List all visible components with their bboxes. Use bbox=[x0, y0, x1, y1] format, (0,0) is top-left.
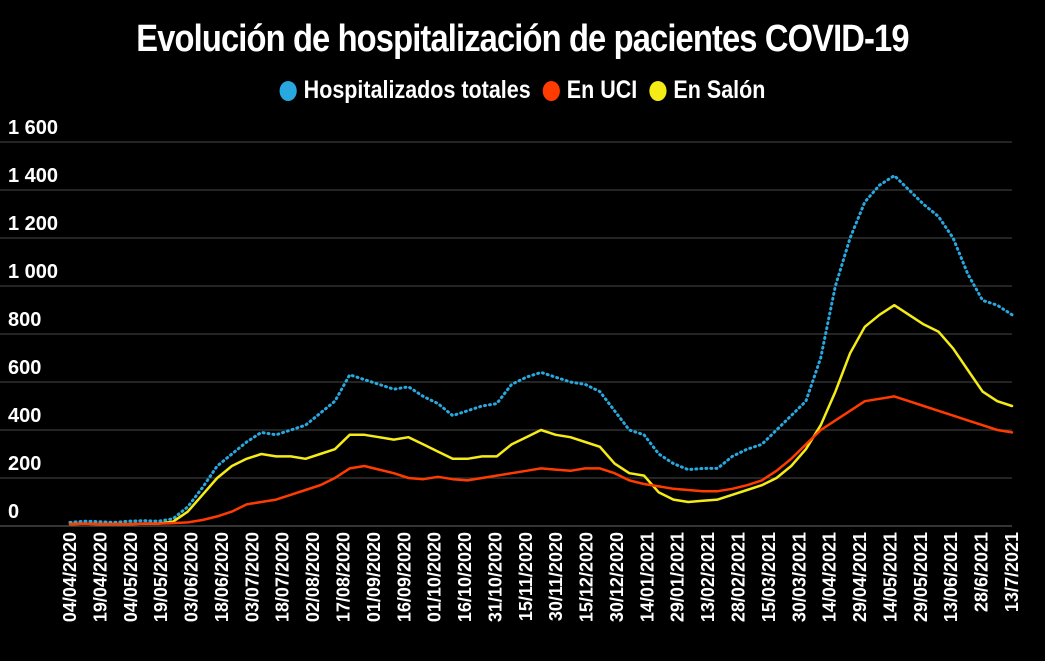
x-tick-label: 30/11/2020 bbox=[546, 532, 566, 621]
y-tick-label: 1 600 bbox=[8, 117, 58, 139]
legend-dot-icon bbox=[649, 80, 667, 101]
series-line-2 bbox=[68, 303, 1014, 526]
x-tick-label: 28/6/2021 bbox=[972, 532, 992, 612]
y-tick-label: 0 bbox=[8, 501, 19, 523]
y-tick-label: 400 bbox=[8, 405, 41, 427]
y-tick-label: 600 bbox=[8, 357, 41, 379]
x-tick-label: 16/10/2020 bbox=[455, 532, 475, 622]
x-tick-label: 03/07/2020 bbox=[242, 532, 262, 622]
legend-dot-icon bbox=[542, 80, 560, 101]
x-tick-label: 13/7/2021 bbox=[1002, 532, 1022, 612]
x-tick-label: 02/08/2020 bbox=[303, 532, 323, 622]
y-tick-label: 1 000 bbox=[8, 261, 58, 283]
x-tick-label: 03/06/2020 bbox=[182, 532, 202, 622]
x-tick-label: 13/02/2021 bbox=[698, 532, 718, 622]
x-tick-label: 14/01/2021 bbox=[637, 532, 657, 622]
x-tick-label: 19/04/2020 bbox=[90, 532, 110, 622]
x-tick-label: 16/09/2020 bbox=[394, 532, 414, 622]
x-tick-label: 30/12/2020 bbox=[607, 532, 627, 622]
x-tick-label: 29/05/2021 bbox=[911, 532, 931, 622]
x-tick-label: 04/04/2020 bbox=[60, 532, 80, 622]
x-tick-label: 13/06/2021 bbox=[941, 532, 961, 622]
x-tick-label: 15/12/2020 bbox=[577, 532, 597, 622]
x-tick-label: 14/04/2021 bbox=[820, 532, 840, 622]
x-tick-label: 29/01/2021 bbox=[668, 532, 688, 622]
series-line-0 bbox=[68, 174, 1014, 524]
x-tick-label: 04/05/2020 bbox=[121, 532, 141, 622]
legend: Hospitalizados totales En UCI En Salón bbox=[73, 76, 972, 105]
x-tick-label: 14/05/2021 bbox=[880, 532, 900, 622]
x-tick-label: 01/09/2020 bbox=[364, 532, 384, 622]
x-tick-label: 17/08/2020 bbox=[333, 532, 353, 622]
y-tick-label: 200 bbox=[8, 453, 41, 475]
legend-label: En UCI bbox=[566, 76, 638, 104]
x-tick-label: 18/06/2020 bbox=[212, 532, 232, 622]
legend-item-uci: En UCI bbox=[542, 76, 638, 105]
x-tick-label: 19/05/2020 bbox=[151, 532, 171, 622]
legend-item-totales: Hospitalizados totales bbox=[279, 76, 531, 105]
x-tick-label: 15/03/2021 bbox=[759, 532, 779, 622]
legend-dot-icon bbox=[279, 80, 297, 101]
y-tick-label: 1 200 bbox=[8, 213, 58, 235]
x-tick-label: 15/11/2020 bbox=[516, 532, 536, 621]
legend-label: Hospitalizados totales bbox=[303, 76, 531, 104]
y-tick-label: 800 bbox=[8, 309, 41, 331]
y-tick-label: 1 400 bbox=[8, 165, 58, 187]
legend-label: En Salón bbox=[673, 76, 766, 104]
chart-title: Evolución de hospitalización de paciente… bbox=[136, 18, 909, 60]
x-tick-label: 30/03/2021 bbox=[789, 532, 809, 622]
x-tick-label: 29/04/2021 bbox=[850, 532, 870, 622]
x-tick-label: 18/07/2020 bbox=[273, 532, 293, 622]
series-line-1 bbox=[68, 395, 1014, 526]
x-tick-label: 01/10/2020 bbox=[425, 532, 445, 622]
x-tick-label: 31/10/2020 bbox=[485, 532, 505, 622]
legend-item-salon: En Salón bbox=[649, 76, 765, 105]
x-tick-label: 28/02/2021 bbox=[729, 532, 749, 622]
